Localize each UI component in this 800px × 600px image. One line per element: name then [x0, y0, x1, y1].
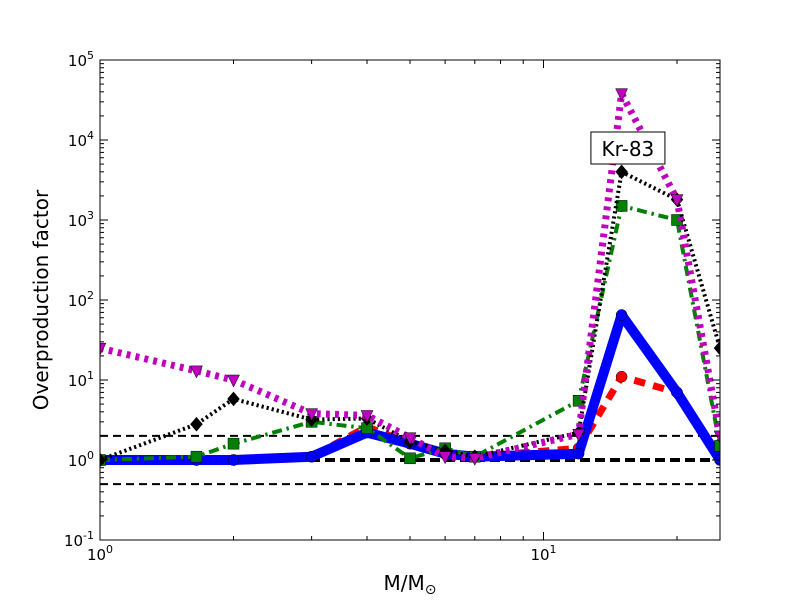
- y-tick-label: 103: [68, 209, 94, 230]
- data-point: [227, 374, 240, 388]
- data-point: [714, 440, 720, 452]
- annotation: Kr-83: [590, 131, 666, 165]
- data-point: [404, 452, 416, 465]
- x-axis-label-subscript: ⊙: [425, 582, 437, 598]
- data-point: [713, 340, 720, 356]
- x-tick-label: 101: [530, 543, 556, 564]
- data-point: [468, 453, 482, 466]
- x-axis-label: M/M⊙: [384, 571, 437, 598]
- data-point: [360, 410, 374, 424]
- data-point: [713, 430, 720, 444]
- data-point: [671, 386, 683, 399]
- data-point: [572, 447, 585, 460]
- y-tick-label: 10-1: [64, 529, 94, 550]
- data-point: [615, 309, 628, 321]
- series-4: [100, 88, 720, 466]
- data-point: [403, 432, 417, 446]
- annotation-box: [590, 131, 666, 165]
- series-line: [100, 169, 720, 462]
- series-line: [100, 203, 720, 462]
- data-point: [305, 450, 318, 463]
- annotation-label: Kr-83: [602, 137, 655, 161]
- data-point: [572, 428, 586, 442]
- data-point: [190, 450, 203, 463]
- data-point: [615, 164, 628, 180]
- data-series: [100, 88, 720, 468]
- y-axis-label: Overproduction factor: [29, 189, 53, 410]
- data-point: [615, 370, 628, 383]
- data-point: [227, 454, 240, 466]
- y-tick-label: 102: [68, 289, 94, 310]
- data-point: [190, 416, 203, 432]
- y-tick-label: 100: [68, 449, 94, 470]
- data-point: [615, 200, 628, 212]
- data-point: [227, 437, 240, 450]
- data-point: [227, 391, 240, 407]
- series-line: [100, 90, 720, 462]
- y-tick-label: 101: [68, 369, 94, 390]
- data-point: [615, 88, 629, 102]
- y-tick-label: 104: [68, 129, 94, 150]
- data-point: [305, 408, 319, 422]
- data-point: [100, 342, 107, 356]
- data-point: [438, 451, 452, 465]
- x-tick-label: 100: [87, 543, 113, 564]
- y-tick-label: 105: [68, 49, 94, 70]
- data-point: [190, 365, 203, 379]
- data-point: [670, 194, 684, 208]
